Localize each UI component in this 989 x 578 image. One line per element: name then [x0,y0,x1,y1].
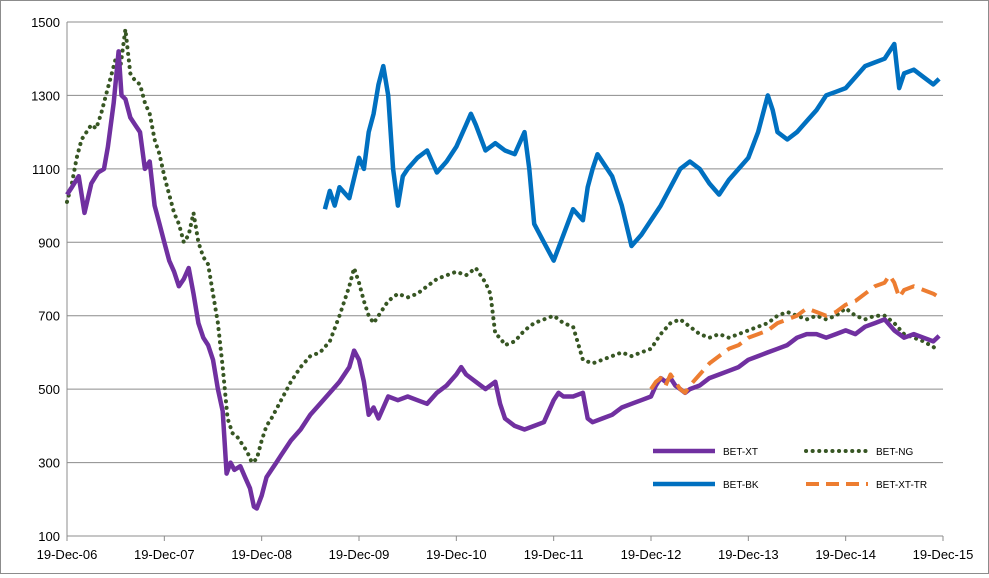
x-tick-label-5: 19-Dec-11 [524,547,584,562]
x-tick-label-4: 19-Dec-10 [426,547,487,562]
y-tick-label-300: 300 [38,456,60,471]
y-tick-label-1100: 1100 [32,162,60,177]
legend-label-bet-xt-tr: BET-XT-TR [876,480,927,491]
legend-label-bet-xt: BET-XT [723,447,758,458]
y-tick-label-100: 100 [38,529,60,544]
legend-label-bet-bk: BET-BK [723,480,759,491]
y-tick-label-500: 500 [38,382,60,397]
y-tick-label-1300: 1300 [31,88,60,103]
x-tick-label-8: 19-Dec-14 [815,547,876,562]
series-group [67,29,939,508]
gridlines [67,22,943,463]
x-tick-labels: 19-Dec-06 19-Dec-07 19-Dec-08 19-Dec-09 19-D… [37,547,974,562]
y-tick-labels: 100 300 500 700 900 1100 1300 1500 [31,15,60,544]
x-tick-label-2: 19-Dec-08 [231,547,292,562]
y-tick-label-900: 900 [38,235,60,250]
y-tick-label-700: 700 [38,309,60,324]
legend-label-bet-ng: BET-NG [876,447,913,458]
x-tick-label-9: 19-Dec-15 [913,547,974,562]
x-tick-label-7: 19-Dec-13 [718,547,779,562]
x-tick-label-3: 19-Dec-09 [329,547,390,562]
y-tick-label-1500: 1500 [31,15,60,30]
series-line-bet-ng [67,29,939,462]
x-tick-label-1: 19-Dec-07 [134,547,195,562]
x-tick-label-6: 19-Dec-12 [621,547,682,562]
axes [67,22,943,541]
legend: BET-XT BET-NG BET-BK BET-XT-TR [653,447,927,491]
series-line-bet-bk [325,44,939,261]
x-tick-label-0: 19-Dec-06 [37,547,98,562]
